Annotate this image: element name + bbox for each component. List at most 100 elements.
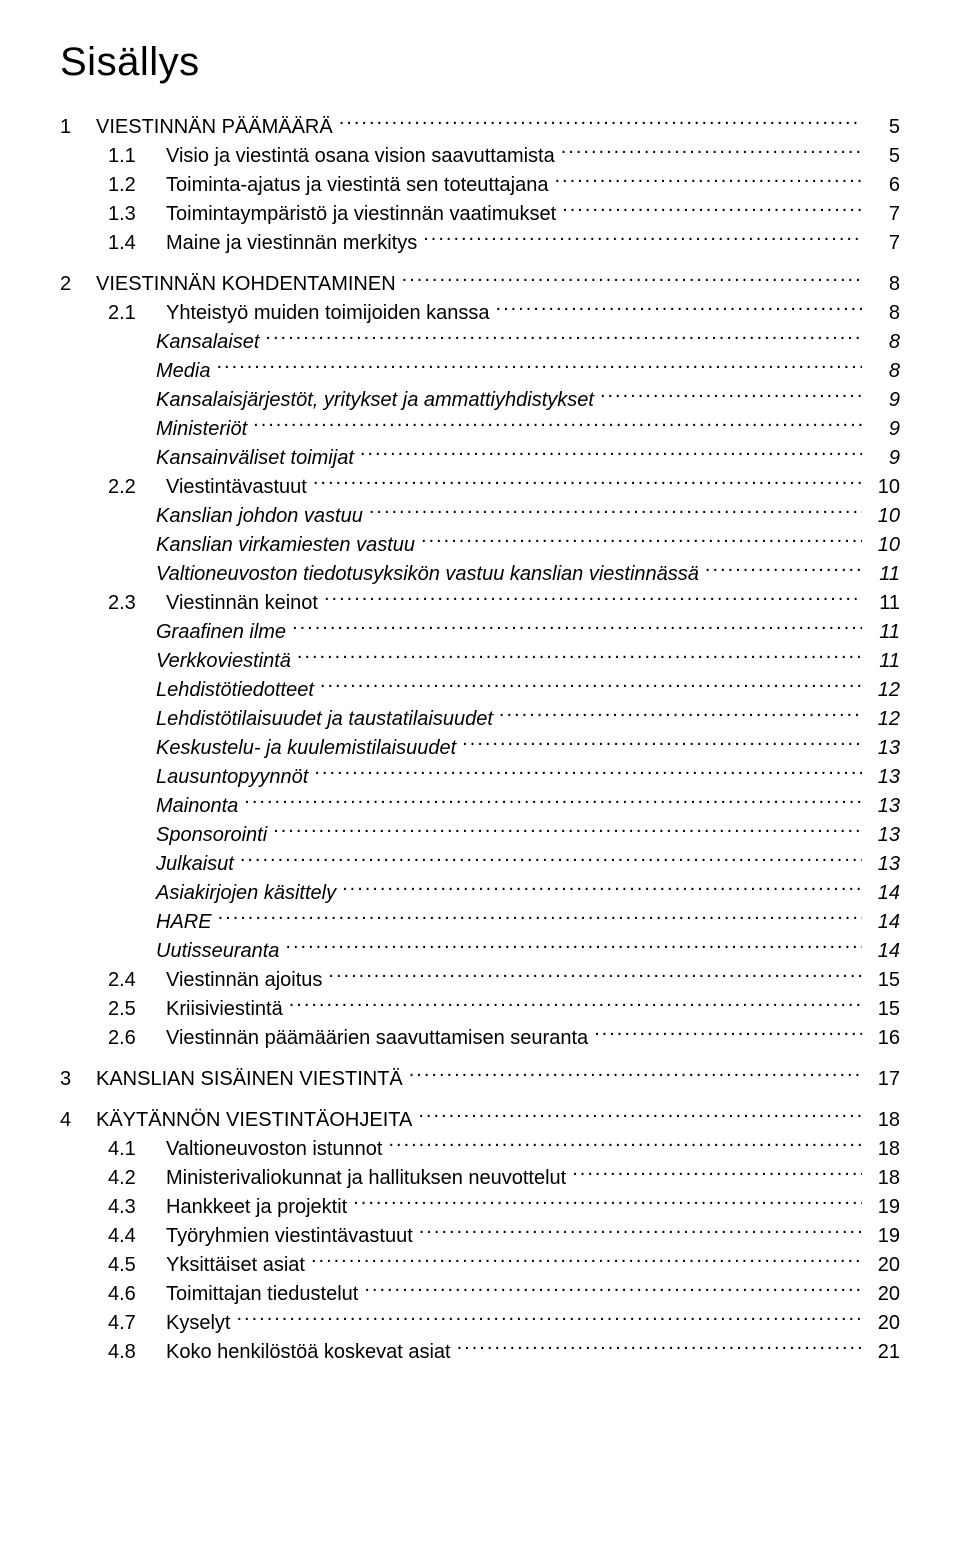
toc-page-number: 8 bbox=[862, 299, 900, 328]
toc-page-number: 9 bbox=[862, 415, 900, 444]
toc-section-number: 1.4 bbox=[108, 229, 166, 258]
toc-section-number: 4.4 bbox=[108, 1222, 166, 1251]
toc-section-number: 2.2 bbox=[108, 473, 166, 502]
toc-entry: 4.8Koko henkilöstöä koskevat asiat21 bbox=[60, 1338, 900, 1367]
toc-section-number: 1.3 bbox=[108, 200, 166, 229]
toc-leader-dots bbox=[328, 966, 862, 986]
toc-entry-label: VIESTINNÄN PÄÄMÄÄRÄ bbox=[96, 113, 339, 142]
toc-page-number: 8 bbox=[862, 357, 900, 386]
toc-entry: 2.3Viestinnän keinot11 bbox=[60, 589, 900, 618]
toc-section-number: 4.8 bbox=[108, 1338, 166, 1367]
toc-leader-dots bbox=[499, 705, 862, 725]
toc-entry: 4.2Ministerivaliokunnat ja hallituksen n… bbox=[60, 1164, 900, 1193]
toc-entry: Kanslian johdon vastuu10 bbox=[60, 502, 900, 531]
toc-page-number: 18 bbox=[862, 1135, 900, 1164]
toc-leader-dots bbox=[253, 415, 862, 435]
toc-entry-label: Viestintävastuut bbox=[166, 473, 313, 502]
toc-entry-label: Toimintaympäristö ja viestinnän vaatimuk… bbox=[166, 200, 562, 229]
toc-page-number: 13 bbox=[862, 734, 900, 763]
toc-entry-label: Keskustelu- ja kuulemistilaisuudet bbox=[156, 734, 462, 763]
toc-entry: Mainonta13 bbox=[60, 792, 900, 821]
toc-page-number: 10 bbox=[862, 531, 900, 560]
toc-entry: 4.3Hankkeet ja projektit19 bbox=[60, 1193, 900, 1222]
toc-entry-label: Viestinnän ajoitus bbox=[166, 966, 328, 995]
toc-page-number: 16 bbox=[862, 1024, 900, 1053]
toc-page-number: 7 bbox=[862, 229, 900, 258]
toc-entry: 4.5Yksittäiset asiat20 bbox=[60, 1251, 900, 1280]
toc-entry-label: Kansalaisjärjestöt, yritykset ja ammatti… bbox=[156, 386, 600, 415]
toc-chapter-number: 2 bbox=[60, 270, 96, 299]
toc-leader-dots bbox=[313, 473, 862, 493]
toc-leader-dots bbox=[705, 560, 862, 580]
toc-entry-label: Viestinnän päämäärien saavuttamisen seur… bbox=[166, 1024, 594, 1053]
toc-entry-label: Toiminta-ajatus ja viestintä sen toteutt… bbox=[166, 171, 554, 200]
toc-entry: 4.1Valtioneuvoston istunnot 18 bbox=[60, 1135, 900, 1164]
toc-entry-label: Asiakirjojen käsittely bbox=[156, 879, 342, 908]
toc-page-number: 17 bbox=[862, 1065, 900, 1094]
toc-leader-dots bbox=[388, 1135, 862, 1155]
toc-entry: Asiakirjojen käsittely 14 bbox=[60, 879, 900, 908]
toc-section-number: 2.4 bbox=[108, 966, 166, 995]
toc-entry: 2.4Viestinnän ajoitus15 bbox=[60, 966, 900, 995]
toc-entry: Kanslian virkamiesten vastuu10 bbox=[60, 531, 900, 560]
toc-leader-dots bbox=[402, 270, 862, 290]
toc-entry: 4.6Toimittajan tiedustelut20 bbox=[60, 1280, 900, 1309]
toc-leader-dots bbox=[342, 879, 862, 899]
toc-page-number: 11 bbox=[862, 647, 900, 676]
toc-leader-dots bbox=[240, 850, 862, 870]
toc-entry: Lehdistötiedotteet12 bbox=[60, 676, 900, 705]
toc-page-number: 20 bbox=[862, 1309, 900, 1338]
toc-leader-dots bbox=[289, 995, 862, 1015]
toc-leader-dots bbox=[421, 531, 862, 551]
toc-entry-label: Uutisseuranta bbox=[156, 937, 285, 966]
toc-section-number: 2.3 bbox=[108, 589, 166, 618]
toc-leader-dots bbox=[285, 937, 862, 957]
toc-entry-label: Kansainväliset toimijat bbox=[156, 444, 360, 473]
toc-leader-dots bbox=[273, 821, 862, 841]
toc-entry-label: Yksittäiset asiat bbox=[166, 1251, 311, 1280]
toc-entry-label: Kriisiviestintä bbox=[166, 995, 289, 1024]
toc-leader-dots bbox=[423, 229, 862, 249]
toc-entry-label: KÄYTÄNNÖN VIESTINTÄOHJEITA bbox=[96, 1106, 418, 1135]
toc-entry-label: Lehdistötiedotteet bbox=[156, 676, 320, 705]
toc-leader-dots bbox=[594, 1024, 862, 1044]
toc-leader-dots bbox=[360, 444, 862, 464]
toc-page-number: 5 bbox=[862, 142, 900, 171]
toc-page-number: 11 bbox=[862, 618, 900, 647]
toc-leader-dots bbox=[419, 1222, 862, 1242]
toc-leader-dots bbox=[244, 792, 862, 812]
toc-entry-label: Mainonta bbox=[156, 792, 244, 821]
toc-section-number: 2.5 bbox=[108, 995, 166, 1024]
toc-leader-dots bbox=[218, 908, 862, 928]
toc-page-number: 11 bbox=[862, 589, 900, 618]
toc-leader-dots bbox=[216, 357, 862, 377]
toc-leader-dots bbox=[311, 1251, 862, 1271]
toc-entry: 2.1Yhteistyö muiden toimijoiden kanssa8 bbox=[60, 299, 900, 328]
toc-leader-dots bbox=[297, 647, 862, 667]
toc-page-number: 20 bbox=[862, 1280, 900, 1309]
toc-page-number: 13 bbox=[862, 821, 900, 850]
toc-page-number: 14 bbox=[862, 937, 900, 966]
toc-page-number: 14 bbox=[862, 879, 900, 908]
toc-entry: 2VIESTINNÄN KOHDENTAMINEN8 bbox=[60, 270, 900, 299]
toc-chapter-number: 1 bbox=[60, 113, 96, 142]
toc-entry-label: KANSLIAN SISÄINEN VIESTINTÄ bbox=[96, 1065, 409, 1094]
toc-section-number: 4.7 bbox=[108, 1309, 166, 1338]
toc-entry-label: Kanslian johdon vastuu bbox=[156, 502, 369, 531]
toc-section-number: 4.1 bbox=[108, 1135, 166, 1164]
toc-entry-label: Valtioneuvoston tiedotusyksikön vastuu k… bbox=[156, 560, 705, 589]
toc-leader-dots bbox=[496, 299, 862, 319]
toc-leader-dots bbox=[600, 386, 862, 406]
toc-page-number: 8 bbox=[862, 328, 900, 357]
toc-page-number: 14 bbox=[862, 908, 900, 937]
toc-page-number: 10 bbox=[862, 473, 900, 502]
toc-page-number: 15 bbox=[862, 995, 900, 1024]
toc-leader-dots bbox=[236, 1309, 862, 1329]
toc-page-number: 9 bbox=[862, 386, 900, 415]
toc-chapter-number: 3 bbox=[60, 1065, 96, 1094]
toc-entry-label: Kyselyt bbox=[166, 1309, 236, 1338]
toc-entry-label: Valtioneuvoston istunnot bbox=[166, 1135, 388, 1164]
toc-entry: Lausuntopyynnöt13 bbox=[60, 763, 900, 792]
toc-leader-dots bbox=[324, 589, 862, 609]
toc-section-number: 1.2 bbox=[108, 171, 166, 200]
